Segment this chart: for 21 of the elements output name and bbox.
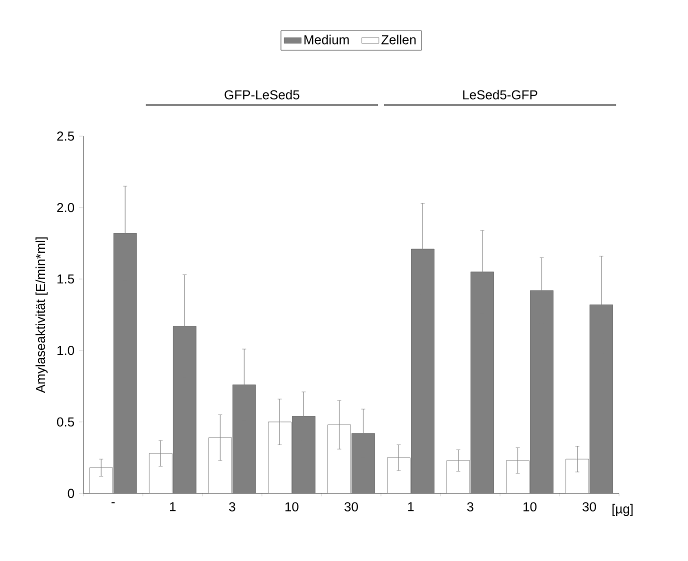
x-axis-title: [µg] (612, 504, 633, 516)
x-tick-label: 10 (524, 502, 536, 512)
y-tick-label: 1.5 (58, 274, 74, 284)
text: GFP-LeSed5 (224, 90, 300, 100)
y-tick-label: 0 (68, 488, 74, 498)
x-tick-label: 3 (467, 502, 474, 512)
x-tick-label: 1 (170, 502, 176, 512)
x-tick-label: - (112, 502, 115, 504)
text: LeSed5-GFP (463, 90, 538, 100)
x-tick-label: 3 (229, 502, 236, 512)
x-tick-label: 10 (285, 502, 298, 512)
x-tick-label: 1 (408, 502, 414, 512)
y-tick-label: 1.0 (58, 346, 74, 356)
y-tick-label: 2.0 (57, 202, 74, 212)
y-axis-title: Amylaseaktivität [E/min*ml] (36, 237, 48, 394)
legend-label: Medium (304, 34, 349, 44)
x-tick-label: 30 (344, 502, 358, 512)
y-tick-label: 2.5 (57, 131, 74, 141)
x-tick-label: 30 (582, 502, 596, 512)
legend-label: Zellen (381, 34, 416, 44)
y-tick-label: 0.5 (57, 417, 74, 427)
